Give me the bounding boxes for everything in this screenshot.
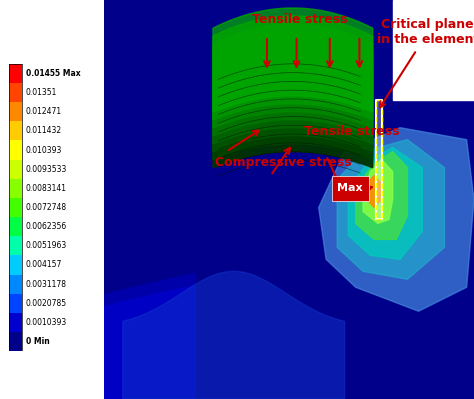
Polygon shape: [104, 258, 419, 399]
Text: 0.01351: 0.01351: [26, 88, 57, 97]
Polygon shape: [319, 128, 474, 311]
Polygon shape: [213, 64, 373, 168]
Polygon shape: [197, 80, 474, 399]
Text: Tensile stress: Tensile stress: [304, 124, 400, 138]
Bar: [9, 64, 22, 351]
Text: 0.01455 Max: 0.01455 Max: [26, 69, 80, 78]
Polygon shape: [123, 271, 345, 399]
Text: 0.0020785: 0.0020785: [26, 299, 67, 308]
Polygon shape: [213, 48, 373, 152]
Bar: [9, 294, 22, 313]
Bar: [9, 255, 22, 275]
Polygon shape: [104, 279, 382, 399]
Text: Critical plane
in the element: Critical plane in the element: [377, 18, 474, 46]
Polygon shape: [376, 100, 382, 219]
Polygon shape: [348, 148, 422, 259]
Text: 0.0093533: 0.0093533: [26, 165, 67, 174]
Text: 0.0062356: 0.0062356: [26, 222, 67, 231]
Polygon shape: [356, 152, 408, 239]
Bar: [9, 160, 22, 179]
Polygon shape: [104, 108, 234, 387]
Polygon shape: [392, 0, 474, 100]
Bar: [9, 121, 22, 140]
Text: 0.011432: 0.011432: [26, 126, 62, 135]
Bar: [9, 198, 22, 217]
Bar: [9, 140, 22, 160]
Text: Tensile stress: Tensile stress: [253, 13, 348, 26]
Text: 0.012471: 0.012471: [26, 107, 62, 116]
Polygon shape: [104, 0, 474, 399]
Polygon shape: [213, 40, 373, 144]
Bar: [9, 102, 22, 121]
Text: 0.0083141: 0.0083141: [26, 184, 66, 193]
Text: 0.0072748: 0.0072748: [26, 203, 67, 212]
Text: 0.004157: 0.004157: [26, 261, 62, 269]
Bar: [9, 236, 22, 255]
Polygon shape: [213, 32, 373, 136]
Polygon shape: [367, 176, 382, 207]
Polygon shape: [337, 140, 445, 279]
Polygon shape: [213, 56, 373, 160]
Polygon shape: [141, 263, 419, 379]
Bar: [9, 83, 22, 102]
Bar: [9, 313, 22, 332]
Bar: [9, 64, 22, 83]
Text: 0.0031178: 0.0031178: [26, 280, 66, 288]
Polygon shape: [363, 160, 392, 223]
Bar: [9, 179, 22, 198]
Bar: [9, 217, 22, 236]
Bar: [9, 275, 22, 294]
Text: 0.010393: 0.010393: [26, 146, 62, 154]
Text: Compressive stress: Compressive stress: [215, 156, 352, 169]
Polygon shape: [213, 16, 373, 120]
Text: 0 Min: 0 Min: [26, 337, 49, 346]
FancyBboxPatch shape: [332, 176, 369, 201]
Bar: [9, 332, 22, 351]
Polygon shape: [213, 8, 373, 112]
Polygon shape: [104, 246, 419, 399]
Polygon shape: [213, 24, 373, 128]
Text: 0.0010393: 0.0010393: [26, 318, 67, 327]
Text: 0.0051963: 0.0051963: [26, 241, 67, 250]
Text: Max: Max: [337, 183, 363, 194]
